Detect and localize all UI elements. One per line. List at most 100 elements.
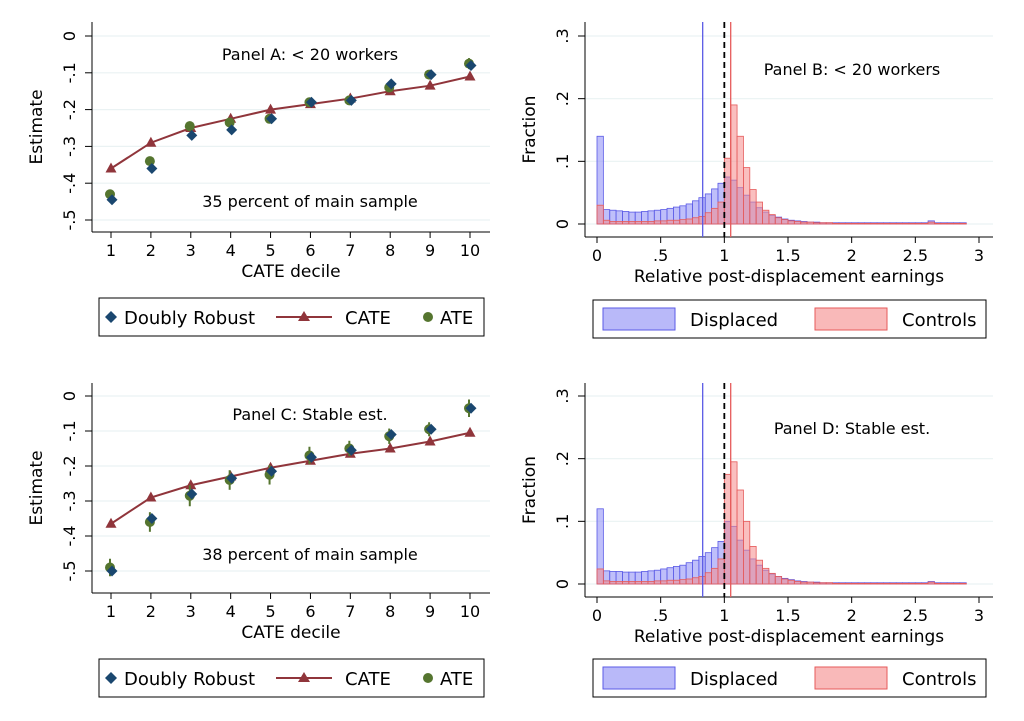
- legend-displaced-swatch: [602, 307, 676, 331]
- controls-bar: [927, 581, 935, 585]
- controls-bar: [870, 222, 878, 225]
- x-tick-label: 0: [592, 606, 602, 625]
- controls-bar: [660, 220, 668, 225]
- panel-c-chart: 0 -.1 -.2 -.3 -.4 -.5 1 2 3 4 5 6 7 8 9 10 CATE decile Es…: [27, 383, 490, 643]
- y-tick-label: .1: [553, 154, 572, 169]
- controls-bar: [730, 104, 738, 225]
- controls-bar: [704, 212, 713, 225]
- x-tick-label: 9: [425, 602, 435, 621]
- x-tick-label: 1: [106, 602, 116, 621]
- legend-top-right: Displaced Controls: [592, 299, 987, 339]
- controls-bar: [641, 581, 649, 585]
- legend-dr-label: Doubly Robust: [124, 669, 255, 690]
- legend-ate-label: ATE: [440, 308, 473, 329]
- doubly-robust-marker: [186, 488, 198, 500]
- controls-bar: [692, 217, 700, 225]
- x-tick-label: 6: [305, 241, 315, 260]
- legend-controls-swatch: [814, 666, 888, 690]
- y-tick-label: -.3: [60, 136, 79, 157]
- doubly-robust-marker: [425, 69, 437, 81]
- controls-bar: [596, 204, 604, 225]
- y-tick-label: -.5: [60, 209, 79, 230]
- controls-bar: [615, 221, 623, 225]
- x-tick-label: 3: [974, 246, 984, 265]
- controls-bar: [902, 582, 910, 585]
- x-axis-label: CATE decile: [241, 623, 340, 643]
- x-tick-label: 3: [186, 241, 196, 260]
- doubly-robust-marker: [146, 513, 158, 524]
- controls-bar: [889, 582, 897, 585]
- doubly-robust-marker: [186, 129, 198, 141]
- x-tick-label: 1.5: [775, 606, 800, 625]
- x-axis-label: Relative post-displacement earnings: [634, 267, 944, 287]
- x-tick-label: 0: [592, 246, 602, 265]
- controls-bar: [940, 582, 948, 585]
- controls-bar: [736, 135, 744, 225]
- y-tick-label: -.5: [60, 560, 79, 581]
- legend-ate-marker: [423, 312, 433, 322]
- y-tick-label: -.2: [60, 455, 79, 476]
- cate-line: [110, 75, 471, 170]
- x-tick-label: 5: [265, 602, 275, 621]
- controls-bar: [844, 582, 853, 585]
- controls-bar: [844, 222, 853, 225]
- controls-bar: [762, 567, 770, 585]
- controls-bar: [953, 582, 961, 585]
- controls-bar: [628, 581, 636, 585]
- controls-bar: [914, 222, 923, 225]
- doubly-robust-marker: [106, 565, 118, 577]
- x-tick-label: 2: [146, 241, 156, 260]
- y-tick-label: -.4: [60, 173, 79, 194]
- doubly-robust-marker: [305, 96, 317, 108]
- x-tick-label: 7: [345, 241, 355, 260]
- controls-bar: [857, 582, 865, 585]
- controls-bar: [953, 222, 961, 225]
- y-tick-label: -.1: [60, 62, 79, 83]
- controls-bar: [838, 582, 846, 585]
- legend-dr-label: Doubly Robust: [124, 308, 255, 329]
- doubly-robust-marker: [345, 444, 357, 456]
- controls-bar: [864, 222, 872, 225]
- x-tick-label: 2.5: [903, 606, 928, 625]
- controls-bar: [825, 222, 833, 225]
- legend-cate-label: CATE: [345, 308, 391, 329]
- y-axis-label: Estimate: [27, 450, 47, 525]
- panel-a-title: Panel A: < 20 workers: [222, 45, 398, 64]
- controls-bar: [806, 221, 814, 225]
- x-tick-label: 8: [385, 241, 395, 260]
- controls-bar: [679, 579, 687, 585]
- y-axis-label: Estimate: [27, 89, 47, 164]
- y-tick-label: -.2: [60, 99, 79, 120]
- y-tick-label: 0: [60, 391, 79, 401]
- panel-b-title: Panel B: < 20 workers: [764, 60, 941, 79]
- y-tick-label: .2: [553, 91, 572, 106]
- controls-bar: [711, 207, 719, 225]
- controls-bar: [666, 579, 674, 585]
- controls-bar: [628, 221, 636, 225]
- x-tick-label: 10: [460, 241, 480, 260]
- x-tick-label: 7: [345, 602, 355, 621]
- controls-bar: [762, 209, 770, 225]
- x-tick-label: 1: [719, 246, 729, 265]
- x-axis-label: CATE decile: [241, 262, 340, 282]
- controls-bar: [749, 189, 757, 225]
- controls-bar: [870, 582, 878, 585]
- controls-bar: [774, 576, 783, 585]
- legend-controls-label: Controls: [902, 669, 976, 690]
- doubly-robust-marker: [266, 113, 278, 125]
- legend-ate-marker: [423, 673, 433, 683]
- controls-bar: [673, 579, 681, 585]
- controls-bar: [647, 221, 655, 225]
- panel-a-note: 35 percent of main sample: [202, 192, 418, 211]
- controls-bar: [895, 222, 904, 225]
- cate-marker: [105, 517, 117, 528]
- panel-c-note: 38 percent of main sample: [202, 545, 418, 564]
- panel-c-title: Panel C: Stable est.: [232, 405, 387, 424]
- controls-bar: [819, 582, 827, 585]
- controls-bar: [743, 167, 751, 225]
- legend-controls-swatch: [814, 307, 888, 331]
- controls-bar: [793, 581, 802, 585]
- cate-marker: [105, 162, 117, 173]
- controls-bar: [876, 222, 884, 225]
